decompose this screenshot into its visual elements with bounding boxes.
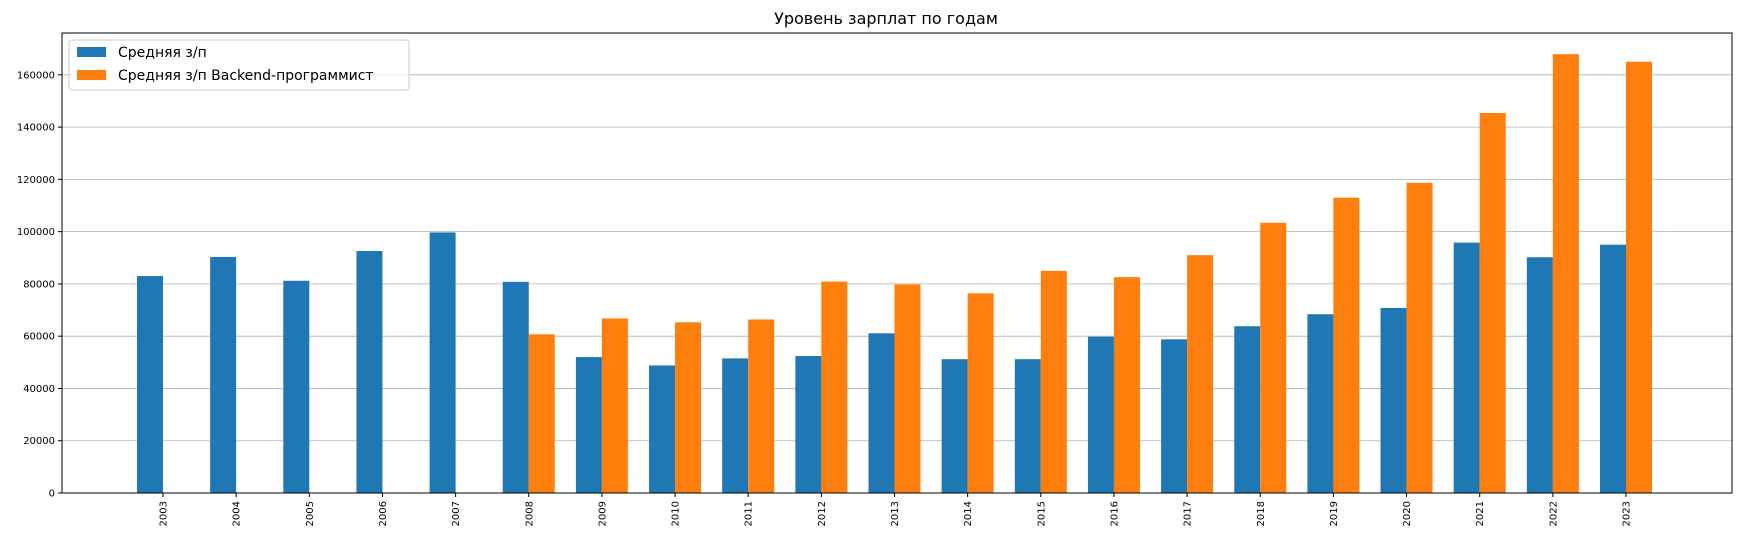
plot-frame [61,32,1733,494]
y-axis: 0 20000 40000 60000 80000 100000 120000 140000 1… [17,70,62,500]
x-tick-label: 2006 [378,501,389,526]
legend-box [68,39,410,91]
x-tick-label: 2011 [744,501,755,526]
bar-backend-2015 [1040,270,1067,493]
bar-backend-2021 [1479,112,1506,494]
bar-backend-2013 [894,284,921,493]
y-tick-label: 120000 [17,175,55,186]
bar-backend-2011 [748,319,775,493]
x-tick-label: 2004 [232,501,243,526]
x-tick-label: 2018 [1256,501,1267,526]
bar-avg-2014 [941,359,968,493]
x-tick-label: 2016 [1109,501,1120,526]
bar-avg-2008 [502,281,529,493]
y-tick-label: 60000 [23,332,55,343]
y-tick-label: 0 [49,489,55,500]
bar-backend-2017 [1187,255,1214,493]
bar-avg-2015 [1014,359,1041,493]
x-tick-label: 2010 [671,501,682,526]
bar-avg-2017 [1161,339,1188,493]
bar-avg-2021 [1453,242,1480,493]
bar-backend-2019 [1333,197,1360,493]
y-tick-label: 100000 [17,227,55,238]
y-tick-label: 160000 [17,70,55,81]
bar-backend-2012 [821,281,848,493]
bar-avg-2016 [1087,336,1114,493]
x-tick-label: 2008 [524,501,535,526]
bar-avg-2013 [868,333,895,493]
bar-avg-2007 [429,232,456,493]
x-tick-label: 2009 [597,501,608,526]
bar-backend-2022 [1552,54,1579,493]
bar-avg-2022 [1526,257,1553,493]
bar-backend-2009 [601,318,628,493]
bar-avg-2012 [795,356,822,493]
bar-avg-2009 [575,357,602,493]
legend: Средняя з/п Средняя з/п Backend-программ… [68,39,410,91]
bar-backend-2020 [1406,182,1433,494]
bar-backend-2010 [675,322,702,493]
bar-avg-2023 [1600,244,1626,493]
bar-backend-2016 [1113,277,1140,493]
y-tick-label: 80000 [23,279,55,290]
bar-avg-2006 [356,250,383,493]
bar-avg-2011 [722,358,749,493]
x-tick-label: 2007 [451,501,462,526]
x-tick-label: 2017 [1183,501,1194,526]
y-tick-label: 140000 [17,123,55,134]
bar-series [137,54,1652,494]
chart-title: Уровень зарплат по годам [774,9,998,28]
bar-avg-2018 [1234,326,1261,493]
y-tick-label: 40000 [23,384,55,395]
x-tick-label: 2020 [1402,501,1413,526]
x-tick-label: 2015 [1036,501,1047,526]
x-axis: 2003 2004 2005 2006 2007 2008 2009 2010 2011 2012… [159,493,1633,526]
bar-backend-2023 [1626,61,1652,493]
x-tick-label: 2003 [159,501,170,526]
x-tick-label: 2022 [1548,501,1559,526]
y-tick-label: 20000 [23,436,55,447]
x-tick-label: 2023 [1622,501,1633,526]
legend-swatch-avg [77,47,106,57]
bar-avg-2005 [283,280,310,493]
x-tick-label: 2014 [963,501,974,526]
x-tick-label: 2005 [305,501,316,526]
bar-avg-2020 [1380,307,1407,493]
bar-avg-2019 [1307,314,1334,493]
x-tick-label: 2021 [1475,501,1486,526]
x-tick-label: 2012 [817,501,828,526]
legend-label-backend: Средняя з/п Backend-программист [118,68,374,84]
x-tick-label: 2019 [1329,501,1340,526]
x-tick-label: 2013 [890,501,901,526]
legend-swatch-backend [77,70,106,80]
bar-avg-2003 [137,276,163,493]
bar-backend-2018 [1260,222,1287,493]
bar-backend-2014 [967,293,994,493]
grid-lines [62,74,1732,494]
bar-avg-2004 [210,256,237,493]
bar-backend-2008 [528,334,555,493]
legend-label-avg: Средняя з/п [118,45,207,61]
bar-avg-2010 [649,365,676,493]
